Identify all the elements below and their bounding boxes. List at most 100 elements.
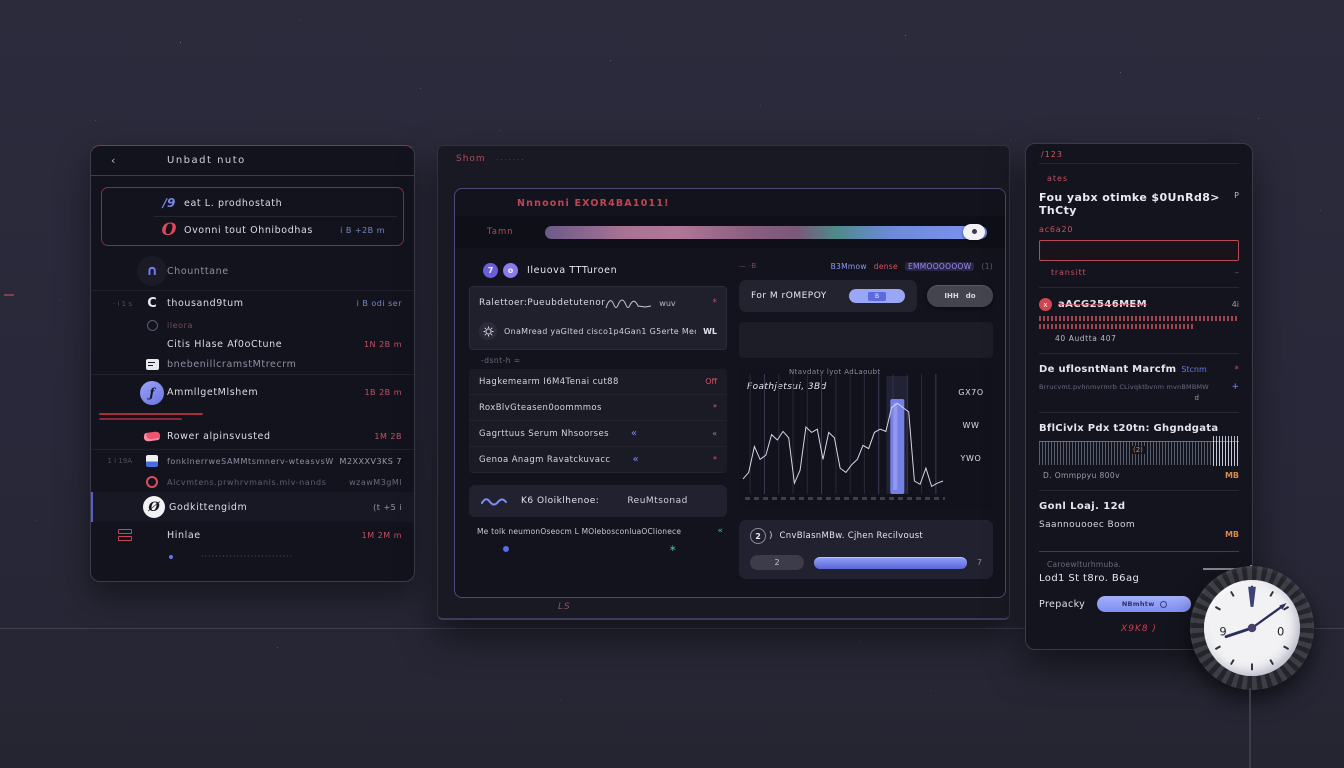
footer-title: Lod1 St t8ro. B6ag bbox=[1039, 573, 1140, 584]
clock-number-9: 9 bbox=[1219, 625, 1226, 639]
slider-knob[interactable] bbox=[963, 223, 985, 240]
toggle-thumb: B bbox=[868, 291, 886, 301]
list-item[interactable]: bnebenillcramstMtrecrm bbox=[91, 354, 414, 374]
form-input[interactable] bbox=[1039, 240, 1239, 261]
gradient-slider[interactable] bbox=[545, 223, 987, 240]
number-badge-icon: 2 bbox=[750, 528, 766, 544]
pager-button[interactable]: 2 bbox=[750, 555, 804, 570]
form-heading: Fou yabx otimke $0UnRd8> ThCty bbox=[1039, 191, 1220, 217]
settings-row[interactable]: RoxBlvGteasen0oommmos * bbox=[469, 395, 727, 421]
window-title-dots: ······· bbox=[496, 156, 526, 164]
chart-label: Foathjetsui, 3Bd bbox=[747, 382, 827, 392]
section-title: Gonl Loaj. 12d bbox=[1039, 501, 1126, 512]
settings-row-value[interactable]: Off bbox=[705, 377, 717, 386]
horizon-line bbox=[0, 628, 1344, 629]
main-window: Shom ······· Nnnooni EXOR4BA1011! Tamn 7… bbox=[437, 145, 1010, 620]
list-item-meta: 1B 2B m bbox=[364, 388, 402, 397]
control-label: For M rOMEPOY bbox=[751, 291, 827, 301]
white-o-icon: Ø bbox=[143, 496, 165, 518]
divider bbox=[1039, 412, 1239, 413]
analog-clock: 9 0 bbox=[1190, 566, 1314, 690]
segment-a[interactable]: IHH bbox=[944, 292, 959, 300]
list-item[interactable]: ƒ AmmllgetMlshem 1B 2B m bbox=[91, 374, 414, 410]
back-icon[interactable]: ‹ bbox=[111, 154, 116, 167]
section-link[interactable]: Stcnm bbox=[1181, 365, 1207, 374]
window-title: Shom bbox=[456, 154, 486, 164]
pagination-dots[interactable]: ·························· bbox=[201, 552, 294, 561]
divider bbox=[1039, 490, 1239, 491]
blue-dot-icon[interactable] bbox=[503, 546, 509, 552]
side-form-window: /123 ates Fou yabx otimke $0UnRd8> ThCty… bbox=[1025, 143, 1253, 650]
list-item-label: Rower alpinsvusted bbox=[167, 430, 271, 442]
list-item[interactable]: Citis Hlase Af0oCtune 1N 2B m bbox=[91, 334, 414, 354]
panel-tab[interactable]: /123 bbox=[1039, 148, 1239, 164]
control-label: Prepacky bbox=[1039, 598, 1086, 610]
list-item-selected[interactable]: Ø Godkittengidm (t +5 i bbox=[91, 492, 414, 522]
step-o-icon: o bbox=[503, 262, 518, 278]
blue-dot-icon[interactable] bbox=[169, 554, 173, 559]
squiggle-icon bbox=[605, 299, 652, 309]
control-row: For M rOMEPOY B IHH do bbox=[739, 280, 993, 312]
badge-alert[interactable]: dense bbox=[873, 261, 898, 271]
monitor-column: — ·B B3Mmow dense EMMOOOOOOW (1) For M r… bbox=[739, 258, 993, 579]
chart-right-label: WW bbox=[962, 421, 980, 430]
divider bbox=[1039, 353, 1239, 354]
blue-f-icon: ƒ bbox=[140, 380, 164, 405]
gear-icon bbox=[479, 322, 497, 340]
signal-card[interactable]: Ralettoer:Pueubdetutenor wuv * bbox=[469, 286, 727, 350]
list-item-meta: 1M 2M m bbox=[361, 530, 402, 540]
settings-row[interactable]: Genoa Anagm Ravatckuvacc « * bbox=[469, 447, 727, 473]
alert-icon[interactable]: * bbox=[713, 455, 717, 464]
list-item-label: Godkittengidm bbox=[169, 501, 248, 513]
list-item[interactable]: ileora bbox=[91, 316, 414, 334]
list-item[interactable]: Hinlae 1M 2M m bbox=[91, 522, 414, 548]
progress-bar[interactable] bbox=[814, 556, 967, 569]
pinned-group: ∕9 eat L. prodhostath O Ovonni tout Ohni… bbox=[101, 187, 404, 246]
list-item-label: ileora bbox=[167, 320, 194, 330]
list-item-label: Chounttane bbox=[167, 265, 229, 277]
waveform-badge: (2) bbox=[1131, 446, 1145, 454]
clock-face: 9 0 bbox=[1204, 580, 1300, 676]
list-item[interactable]: Alcvmtens.prwhrvmanls.mlv-nands wzawM3gM… bbox=[91, 472, 414, 492]
segment-b[interactable]: do bbox=[965, 292, 976, 300]
clock-second-hand bbox=[1224, 626, 1254, 639]
settings-row[interactable]: Gagrttuus Serum Nhsoorses « « bbox=[469, 421, 727, 447]
section-body: Brrucvmt.pvhnmvrmrb CLivqktbvnm mvnBMBMW bbox=[1039, 383, 1209, 391]
heading-meta: P bbox=[1234, 191, 1239, 200]
settings-header-label: Ileuova TTTuroen bbox=[527, 264, 618, 276]
arch-icon: ∩ bbox=[137, 256, 167, 286]
red-o-icon: O bbox=[161, 220, 177, 240]
badge-link[interactable]: B3Mmow bbox=[830, 261, 867, 271]
form-kicker: ates bbox=[1047, 174, 1069, 183]
clock-hour-hand bbox=[1248, 586, 1256, 607]
control-card[interactable]: For M rOMEPOY B bbox=[739, 280, 917, 312]
badge-chip[interactable]: EMMOOOOOOW bbox=[904, 261, 975, 271]
list-item[interactable]: 1 i 19A fonklnerrweSAMMtsmnerv-wteasvsW … bbox=[91, 449, 414, 472]
settings-row[interactable]: Hagkemearm I6M4Tenai cut88 Off bbox=[469, 369, 727, 395]
list-item-meta: 1N 2B m bbox=[363, 339, 402, 349]
list-item[interactable]: Rower alpinsvusted 1M 2B bbox=[91, 423, 414, 449]
plus-icon[interactable]: + bbox=[1231, 382, 1239, 392]
status-card[interactable]: 2 ) CnvBlasnMBw. Cjhen Recilvoust 2 7 bbox=[739, 520, 993, 579]
alert-icon[interactable]: * bbox=[1234, 364, 1240, 375]
list-item[interactable]: O Ovonni tout Ohnibodhas i B +2B m bbox=[108, 217, 397, 243]
brand-card[interactable]: K6 Oloiklhenoe: ReuMtsonad bbox=[469, 485, 727, 517]
red-ring-icon bbox=[146, 476, 158, 488]
empty-circle-icon bbox=[146, 319, 158, 331]
alert-icon[interactable]: * bbox=[713, 403, 717, 412]
footer-text-row[interactable]: Me tolk neumonOseocm L MOlebosconluaOCli… bbox=[469, 526, 727, 536]
section-subtext: D. Ommppyu 800v bbox=[1043, 471, 1120, 480]
list-item[interactable]: · i 1 s C thousand9tum i B odi ser bbox=[91, 290, 414, 316]
list-item[interactable]: ∕9 eat L. prodhostath bbox=[108, 190, 397, 216]
segmented-button[interactable]: IHH do bbox=[927, 285, 993, 307]
list-item-meta: i B +2B m bbox=[340, 225, 385, 235]
primary-button[interactable]: NBmhtw bbox=[1097, 596, 1192, 612]
toggle-pill[interactable]: B bbox=[849, 289, 905, 303]
list-item[interactable]: ∩ Chounttane bbox=[91, 252, 414, 290]
input-note: transitt bbox=[1051, 268, 1087, 277]
chart-right-labels: GX7O WW YWO bbox=[951, 388, 991, 463]
footer-icon-row: ∗ bbox=[469, 544, 727, 554]
card-icon bbox=[145, 358, 159, 370]
chevrons-left-icon[interactable]: « bbox=[712, 429, 717, 438]
